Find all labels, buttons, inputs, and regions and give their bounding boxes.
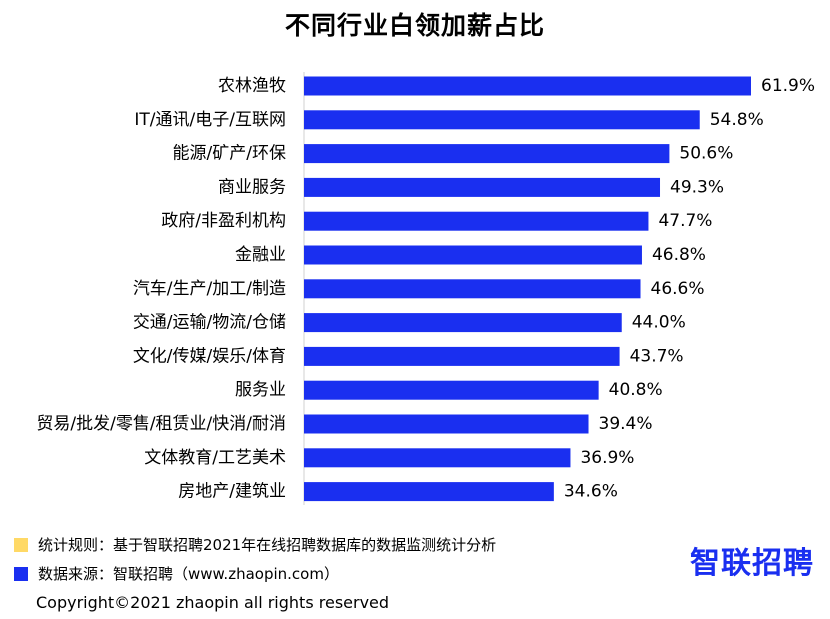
bar bbox=[304, 144, 670, 164]
value-label: 36.9% bbox=[580, 448, 634, 468]
bar bbox=[304, 482, 554, 502]
bar bbox=[304, 110, 700, 130]
chart-title: 不同行业白领加薪占比 bbox=[284, 11, 545, 40]
bar bbox=[304, 177, 661, 197]
value-label: 34.6% bbox=[564, 482, 618, 502]
legend-swatch-yellow bbox=[14, 537, 28, 552]
category-label: IT/通讯/电子/互联网 bbox=[134, 110, 286, 130]
copyright-text: Copyright©2021 zhaopin all rights reserv… bbox=[36, 593, 390, 612]
category-label: 农林渔牧 bbox=[218, 76, 286, 96]
category-label: 房地产/建筑业 bbox=[178, 482, 286, 502]
bar bbox=[304, 245, 642, 265]
bar-chart: 农林渔牧 61.9% IT/通讯/电子/互联网 54.8% 能源/矿产/环保 50.6% 商… bbox=[36, 72, 815, 505]
category-label: 文体教育/工艺美术 bbox=[144, 448, 286, 468]
value-label: 39.4% bbox=[599, 414, 653, 434]
category-label: 能源/矿产/环保 bbox=[173, 144, 286, 164]
bar bbox=[304, 313, 622, 333]
value-label: 43.7% bbox=[630, 346, 684, 366]
bar bbox=[304, 414, 589, 434]
value-label: 40.8% bbox=[609, 380, 663, 400]
bar bbox=[304, 279, 641, 299]
bar bbox=[304, 346, 620, 366]
value-label: 44.0% bbox=[632, 313, 686, 333]
value-label: 49.3% bbox=[670, 177, 724, 197]
value-label: 46.6% bbox=[651, 279, 705, 299]
legend-swatch-blue bbox=[14, 566, 28, 581]
value-label: 54.8% bbox=[710, 110, 764, 130]
legend-source: 数据来源：智联招聘（www.zhaopin.com） bbox=[14, 563, 339, 584]
value-label: 61.9% bbox=[761, 76, 815, 96]
category-label: 服务业 bbox=[235, 380, 286, 400]
bar bbox=[304, 380, 599, 400]
zhaopin-logo: 智联招聘 bbox=[690, 546, 814, 581]
bar bbox=[304, 76, 751, 96]
category-label: 商业服务 bbox=[218, 177, 286, 197]
bar bbox=[304, 211, 649, 231]
legend-source-text: 数据来源：智联招聘（www.zhaopin.com） bbox=[38, 565, 339, 583]
bar bbox=[304, 448, 571, 468]
value-label: 46.8% bbox=[652, 245, 706, 265]
category-label: 汽车/生产/加工/制造 bbox=[133, 279, 286, 299]
category-label: 交通/运输/物流/仓储 bbox=[133, 313, 286, 333]
category-label: 金融业 bbox=[235, 245, 286, 265]
category-label: 政府/非盈利机构 bbox=[161, 211, 286, 231]
category-label: 贸易/批发/零售/租赁业/快消/耐消 bbox=[36, 414, 286, 434]
legend-rule: 统计规则：基于智联招聘2021年在线招聘数据库的数据监测统计分析 bbox=[14, 534, 496, 555]
value-label: 50.6% bbox=[679, 144, 733, 164]
legend-rule-text: 统计规则：基于智联招聘2021年在线招聘数据库的数据监测统计分析 bbox=[38, 536, 497, 554]
category-label: 文化/传媒/娱乐/体育 bbox=[133, 346, 286, 366]
value-label: 47.7% bbox=[658, 211, 712, 231]
